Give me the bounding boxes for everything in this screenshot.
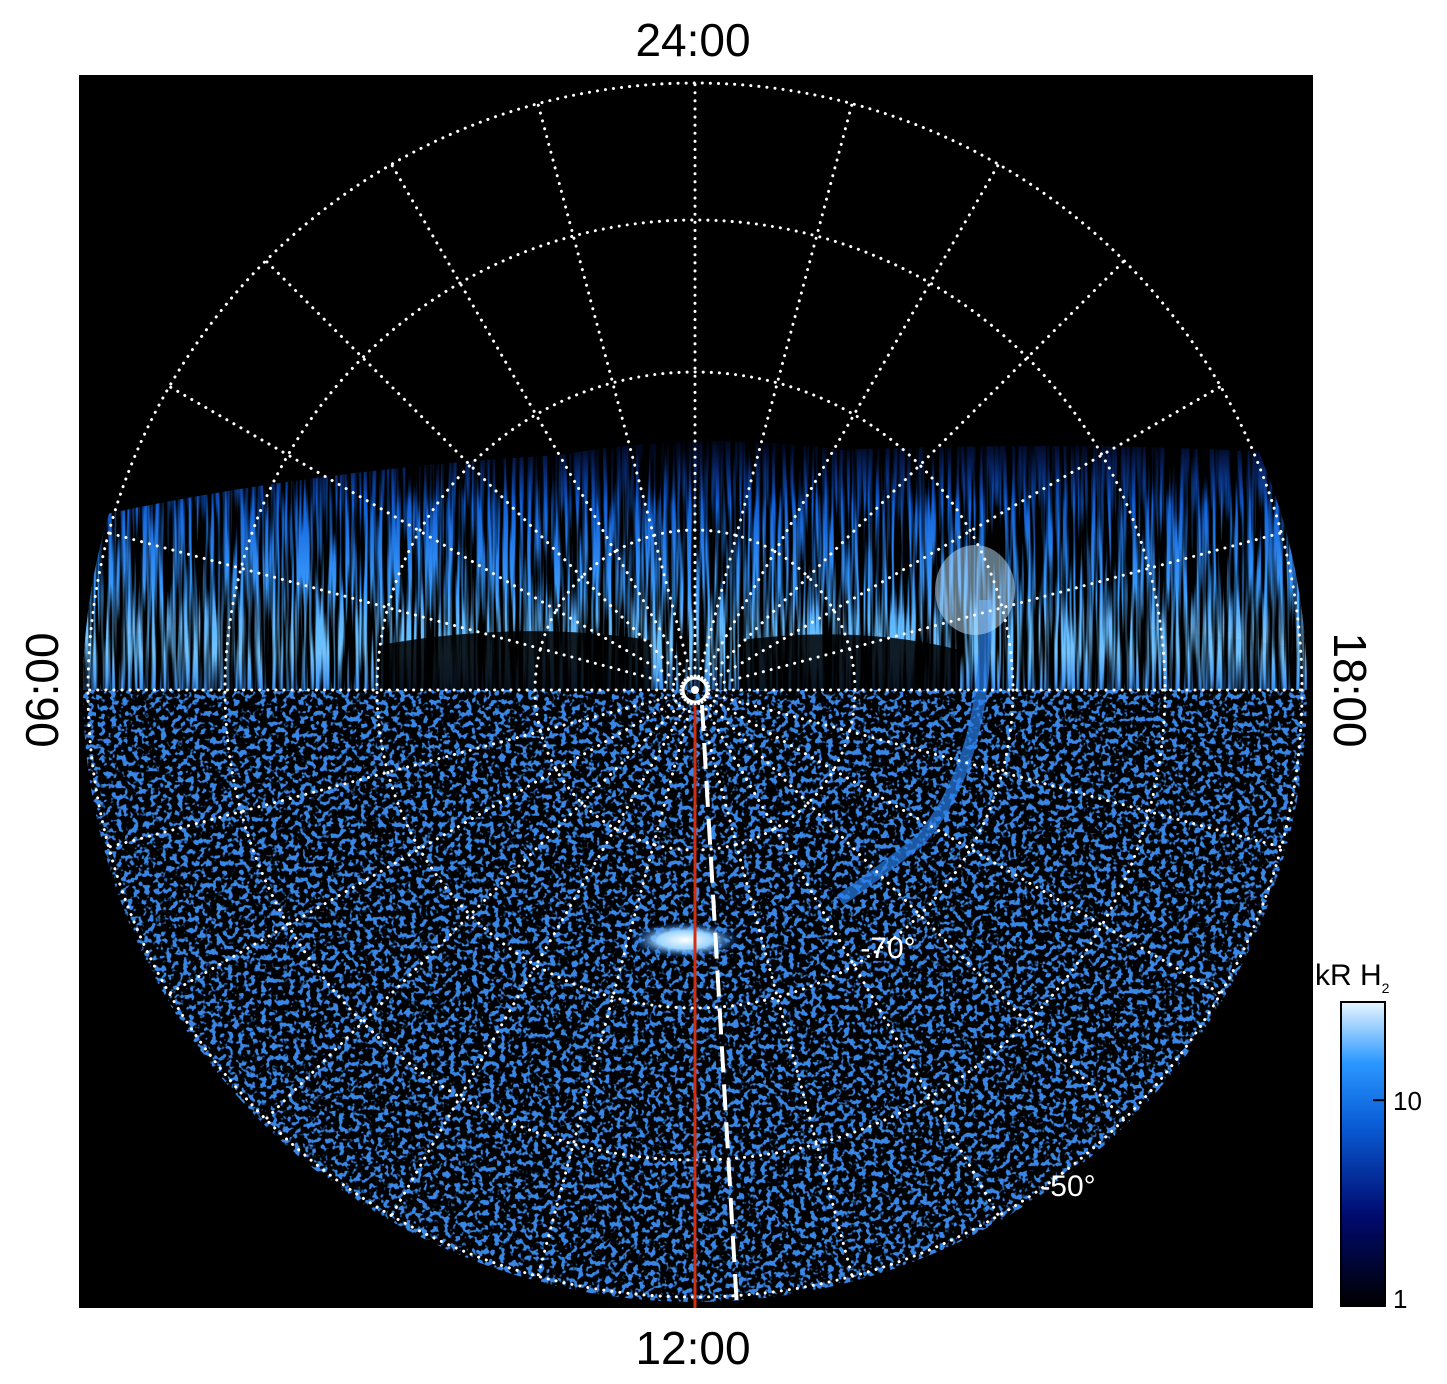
grid-spoke: [390, 162, 690, 680]
pole-dot: [691, 686, 699, 694]
grid-spoke: [705, 695, 1223, 995]
time-label: 18:00: [1324, 632, 1376, 747]
time-label: 12:00: [635, 1322, 750, 1374]
colorbar-label-subscript: 2: [1382, 980, 1390, 996]
grid-spoke: [264, 698, 687, 1121]
colorbar-label: kR H2: [1315, 959, 1390, 996]
time-label: 06:00: [16, 632, 68, 747]
latitude-label: -70°: [860, 932, 915, 965]
grid-spoke: [107, 692, 683, 849]
colorbar-tick-label: 1: [1393, 1284, 1407, 1314]
grid-spoke: [707, 692, 1283, 849]
grid-spoke: [697, 702, 854, 1278]
colorbar-tick-label: 10: [1393, 1086, 1422, 1116]
grid-spoke: [707, 531, 1283, 688]
grid-spoke: [167, 695, 685, 995]
grid-spoke: [536, 102, 693, 678]
pole-marker: [681, 676, 709, 704]
grid-spoke: [697, 102, 854, 678]
grid-spoke: [700, 700, 1000, 1218]
grid-spoke: [107, 531, 683, 688]
grid-spoke: [167, 385, 685, 685]
grid-spoke: [703, 698, 1126, 1121]
grid-spoke: [703, 259, 1126, 682]
colorbar: [1340, 1001, 1386, 1307]
grid-spoke: [536, 702, 693, 1278]
colorbar-label-text: kR H: [1315, 959, 1382, 992]
grid-spoke: [264, 259, 687, 682]
grid-spoke: [700, 162, 1000, 680]
grid-spoke: [705, 385, 1223, 685]
latitude-label: -50°: [1040, 1170, 1095, 1203]
grid: [86, 81, 1304, 1299]
time-label: 24:00: [635, 14, 750, 66]
dashed-line: [700, 704, 739, 1309]
grid-spoke: [390, 700, 690, 1218]
